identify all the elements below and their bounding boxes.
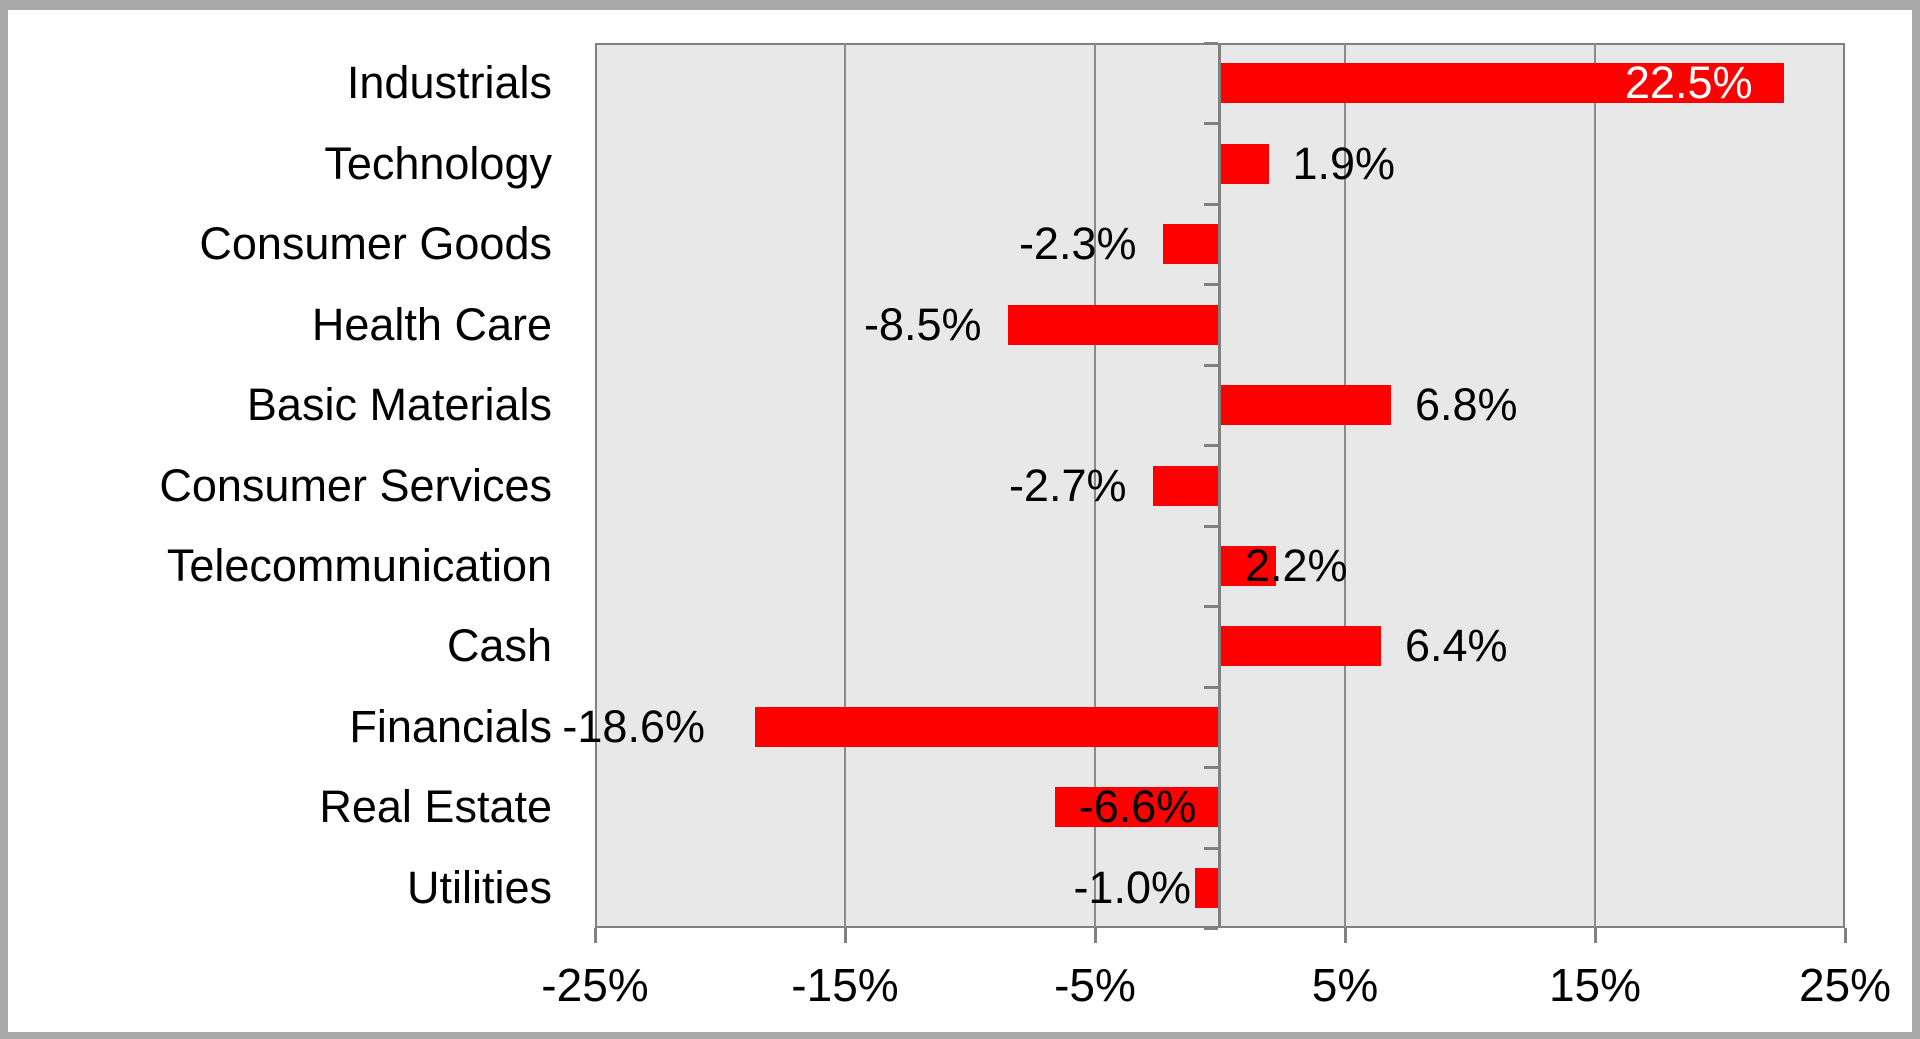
data-label: -18.6% bbox=[562, 700, 705, 752]
zero-axis-line bbox=[1218, 43, 1221, 928]
page-border-left bbox=[0, 0, 8, 1039]
gridline bbox=[844, 43, 846, 928]
data-label: -8.5% bbox=[863, 298, 982, 350]
value-axis-tick bbox=[594, 928, 597, 943]
bar-basic-materials bbox=[1221, 385, 1391, 426]
x-axis-tick-label: -25% bbox=[541, 959, 649, 1011]
data-label: -1.0% bbox=[1073, 861, 1191, 913]
category-axis-tick bbox=[1204, 363, 1218, 367]
x-axis-tick-label: -5% bbox=[1054, 959, 1136, 1011]
data-label: 1.9% bbox=[1292, 137, 1396, 189]
bar-cash bbox=[1221, 626, 1381, 667]
category-label: Utilities bbox=[406, 861, 552, 913]
data-label: 2.2% bbox=[1245, 539, 1348, 591]
page-border-top bbox=[0, 0, 1920, 10]
value-axis-tick bbox=[1094, 928, 1097, 943]
category-axis-tick bbox=[1204, 524, 1218, 528]
category-label: Financials bbox=[349, 700, 552, 752]
value-axis-tick bbox=[1844, 928, 1847, 943]
category-axis-tick bbox=[1204, 42, 1218, 45]
gridline bbox=[1094, 43, 1096, 928]
category-label: Technology bbox=[324, 137, 552, 189]
data-label: 6.4% bbox=[1405, 620, 1508, 672]
data-label: -6.6% bbox=[1078, 781, 1197, 833]
category-label: Cash bbox=[446, 620, 552, 672]
bar-utilities bbox=[1195, 867, 1220, 908]
category-axis-tick bbox=[1204, 685, 1218, 689]
data-label: 22.5% bbox=[1624, 57, 1753, 109]
category-label: Health Care bbox=[311, 298, 552, 350]
bar-real-estate bbox=[1055, 787, 1220, 828]
gridline bbox=[1594, 43, 1596, 928]
value-axis-tick bbox=[844, 928, 847, 943]
page-border-right bbox=[1912, 0, 1920, 1039]
category-axis-tick bbox=[1204, 444, 1218, 448]
category-axis-tick bbox=[1204, 927, 1218, 930]
x-axis-tick-label: -15% bbox=[791, 959, 899, 1011]
data-label: -2.3% bbox=[1018, 218, 1137, 270]
x-axis-tick-label: 15% bbox=[1548, 959, 1642, 1011]
data-label: 6.8% bbox=[1415, 379, 1518, 431]
bar-industrials bbox=[1221, 63, 1784, 104]
bar-consumer-goods bbox=[1162, 224, 1220, 265]
gridline bbox=[1344, 43, 1346, 928]
category-label: Telecommunication bbox=[166, 539, 552, 591]
category-axis-tick bbox=[1204, 766, 1218, 770]
category-axis-tick bbox=[1204, 122, 1218, 126]
value-axis-tick bbox=[1344, 928, 1347, 943]
data-label: -2.7% bbox=[1008, 459, 1127, 511]
category-axis-tick bbox=[1204, 283, 1218, 287]
bar-technology bbox=[1221, 143, 1269, 184]
x-axis-tick-label: 5% bbox=[1311, 959, 1379, 1011]
category-label: Industrials bbox=[346, 57, 552, 109]
bar-financials bbox=[755, 706, 1220, 747]
bar-telecommunication bbox=[1221, 545, 1276, 586]
page-border-bottom bbox=[0, 1032, 1920, 1039]
category-label: Consumer Services bbox=[159, 459, 552, 511]
category-label: Consumer Goods bbox=[199, 218, 552, 270]
x-axis-tick-label: 25% bbox=[1798, 959, 1892, 1011]
value-axis-tick bbox=[1594, 928, 1597, 943]
category-label: Real Estate bbox=[319, 781, 552, 833]
bar-health-care bbox=[1007, 304, 1220, 345]
category-axis-tick bbox=[1204, 605, 1218, 609]
category-label: Basic Materials bbox=[246, 379, 552, 431]
bar-consumer-services bbox=[1152, 465, 1220, 506]
category-axis-tick bbox=[1204, 202, 1218, 206]
category-axis-tick bbox=[1204, 846, 1218, 850]
